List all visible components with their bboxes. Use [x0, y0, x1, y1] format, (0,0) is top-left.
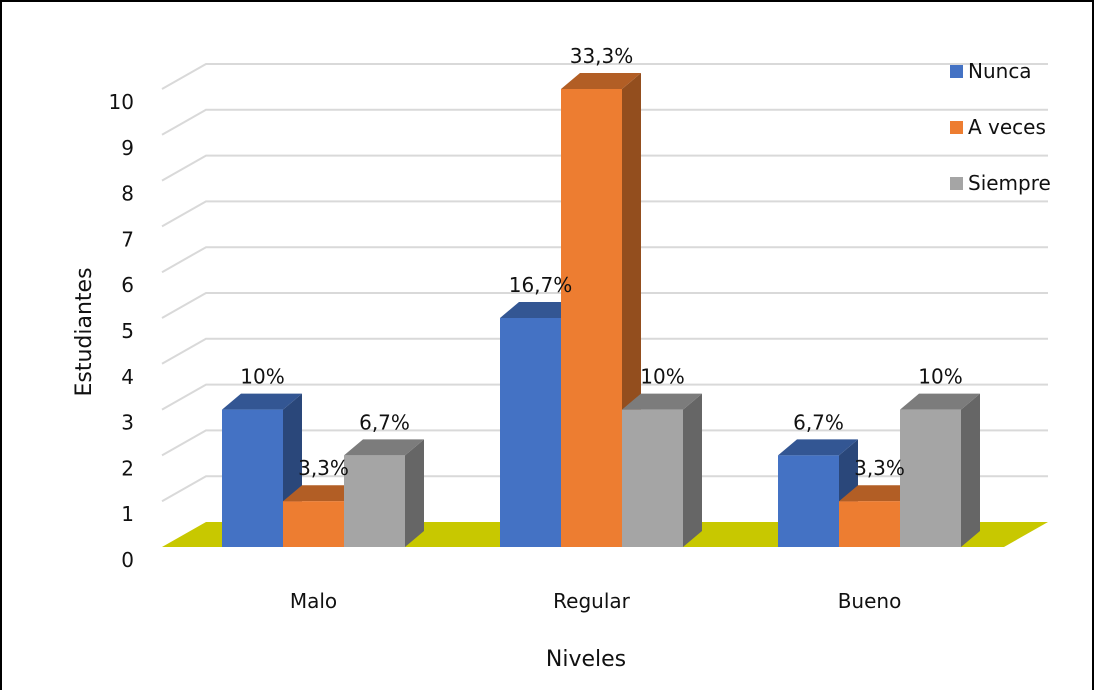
y-tick-label: 1 [121, 502, 134, 526]
bar-top [622, 393, 702, 410]
y-tick-label: 4 [121, 365, 134, 389]
bar-side [405, 439, 424, 547]
bar [900, 409, 961, 547]
y-tick-label: 6 [121, 273, 134, 297]
y-tick-label: 10 [109, 90, 134, 114]
legend-swatch [950, 121, 963, 134]
data-label: 10% [240, 365, 284, 389]
bar [778, 455, 839, 547]
data-label: 6,7% [793, 410, 844, 434]
bar-top [561, 73, 641, 89]
bar [561, 89, 622, 547]
bar-top [283, 485, 363, 502]
x-tick-label: Regular [553, 589, 630, 613]
x-tick-label: Bueno [838, 589, 902, 613]
gridline [161, 63, 1048, 90]
y-tick-label: 8 [121, 182, 134, 206]
gridline [161, 429, 1048, 457]
legend-label: Siempre [968, 171, 1051, 195]
bar-top [778, 439, 858, 456]
bar [344, 455, 405, 547]
legend-label: A veces [968, 115, 1046, 139]
data-label: 3,3% [854, 456, 905, 480]
data-label: 10% [640, 365, 684, 389]
x-axis-title: Niveles [546, 647, 626, 672]
legend-label: Nunca [968, 59, 1032, 83]
bar-top [344, 439, 424, 456]
x-tick-label: Malo [290, 589, 337, 613]
y-tick-label: 2 [121, 456, 134, 480]
legend-swatch [950, 65, 963, 78]
bar [500, 318, 561, 547]
gridline [161, 154, 1048, 182]
bar [283, 501, 344, 547]
gridline [161, 200, 1048, 228]
bar-top [222, 393, 302, 410]
bar [839, 501, 900, 547]
gridline [161, 108, 1048, 136]
y-tick-label: 0 [121, 548, 134, 572]
y-tick-label: 3 [121, 411, 134, 435]
data-label: 10% [918, 365, 962, 389]
data-label: 33,3% [570, 44, 634, 68]
bar-side [683, 393, 702, 547]
data-label: 16,7% [509, 273, 573, 297]
y-axis-title: Estudiantes [72, 267, 97, 396]
bar [622, 409, 683, 547]
legend-swatch [950, 177, 963, 190]
bar-top [839, 485, 919, 502]
data-label: 3,3% [298, 456, 349, 480]
gridline [161, 475, 1048, 503]
gridline [161, 246, 1048, 274]
y-tick-label: 9 [121, 136, 134, 160]
gridline [161, 337, 1048, 365]
bar-top [500, 302, 580, 318]
bar-top [900, 393, 980, 410]
gridline [161, 292, 1048, 319]
gridline [161, 383, 1048, 411]
y-tick-label: 5 [121, 319, 134, 343]
bar [222, 409, 283, 547]
data-label: 6,7% [359, 410, 410, 434]
y-tick-label: 7 [121, 227, 134, 251]
bar-side [961, 393, 980, 547]
